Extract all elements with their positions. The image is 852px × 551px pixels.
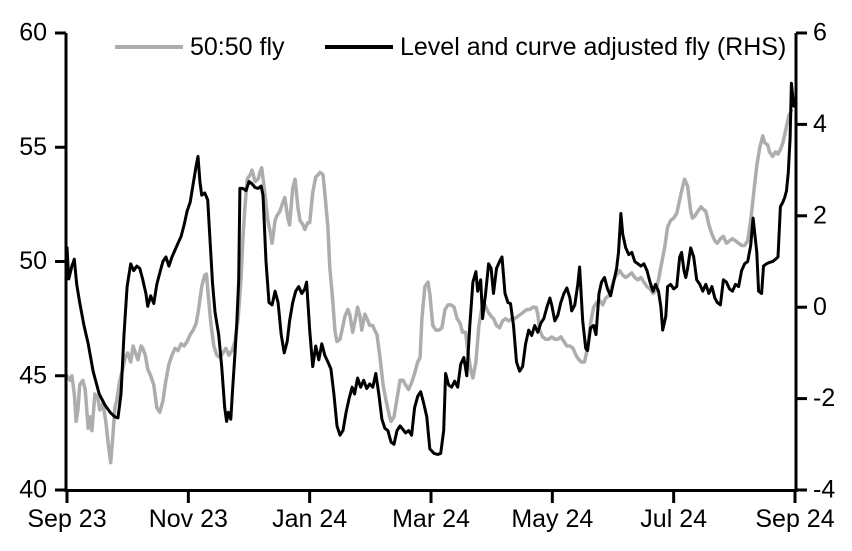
left-axis-tick-label: 55 (19, 133, 47, 161)
x-axis-tick-label: May 24 (511, 505, 593, 533)
series-line-adjusted-fly (65, 81, 796, 456)
right-axis-tick-label: 2 (813, 201, 827, 229)
right-axis-tick-label: 4 (813, 110, 827, 138)
legend-swatch-black-line (325, 45, 393, 49)
x-axis-tick-label: Jan 24 (272, 505, 347, 533)
left-axis-tick-label: 45 (19, 361, 47, 389)
left-axis-tick-label: 50 (19, 247, 47, 275)
x-axis-tick-label: Mar 24 (392, 505, 470, 533)
left-axis-tick-label: 40 (19, 476, 47, 504)
x-axis-tick-label: Nov 23 (149, 505, 228, 533)
x-axis-tick-label: Jul 24 (640, 505, 707, 533)
legend-swatch-gray-line (115, 45, 183, 49)
legend-label-5050-fly: 50:50 fly (190, 33, 285, 61)
legend-item-adjusted-fly: Level and curve adjusted fly (RHS) (325, 33, 786, 61)
legend-item-5050-fly: 50:50 fly (115, 33, 285, 61)
legend-label-adjusted-fly: Level and curve adjusted fly (RHS) (400, 33, 787, 61)
right-axis-tick-label: 6 (813, 19, 827, 47)
x-axis-tick-label: Sep 23 (27, 505, 106, 533)
right-axis-tick-label: 0 (813, 293, 827, 321)
x-axis-tick-label: Sep 24 (755, 505, 834, 533)
right-axis-tick-label: -2 (813, 384, 835, 412)
series-line-5050-fly (65, 108, 794, 465)
left-axis-tick-label: 60 (19, 19, 47, 47)
right-axis-tick-label: -4 (813, 476, 835, 504)
